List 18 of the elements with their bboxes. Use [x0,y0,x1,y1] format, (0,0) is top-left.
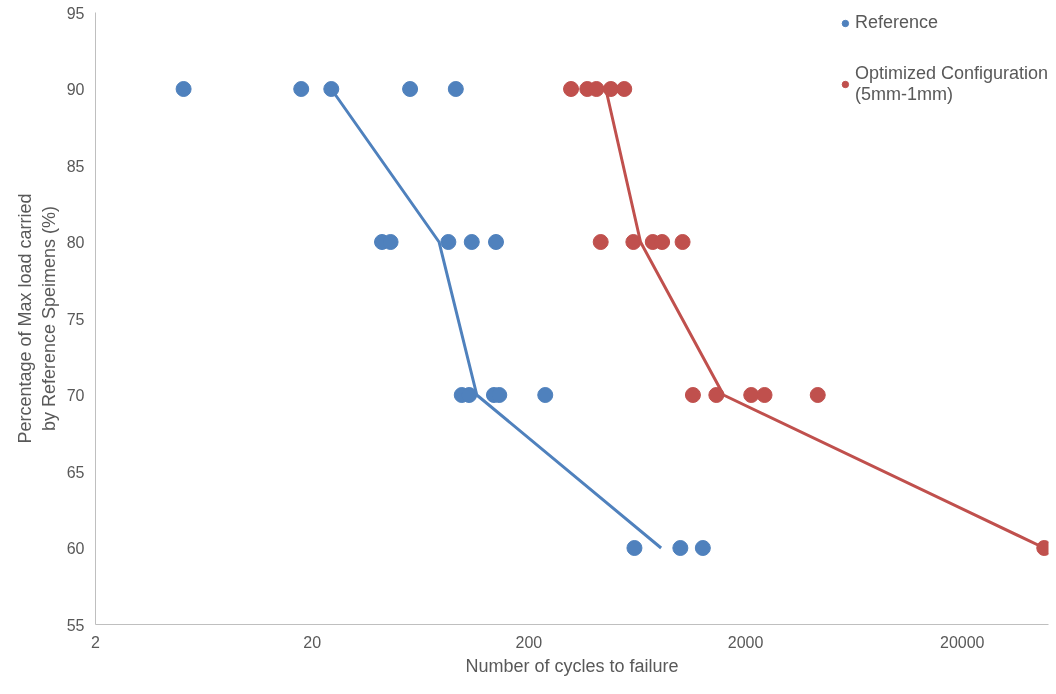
x-tick-label: 2 [91,633,101,651]
legend-label: Optimized Configuration (5mm-1mm) [854,63,1048,105]
y-tick-label: 70 [66,387,85,404]
y-tick-label: 85 [66,157,85,175]
x-tick-label: 20000 [940,633,985,651]
legend-label: Reference [854,12,938,33]
y-tick-label: 90 [66,81,85,98]
y-tick-label: 80 [66,234,85,251]
y-tick-label: 60 [66,540,85,557]
y-tick-label: 75 [66,310,85,328]
y-tick-label: 55 [66,616,85,634]
x-axis-title: Number of cycles to failure [465,655,679,676]
x-tick-label: 2000 [727,633,764,651]
x-tick-label: 20 [303,633,322,651]
x-tick-label: 200 [515,633,543,651]
y-axis-title: Percentage of Max load carried by Reference Speimens (%) [14,193,59,444]
y-tick-label: 95 [66,4,85,22]
y-tick-label: 65 [66,463,85,481]
